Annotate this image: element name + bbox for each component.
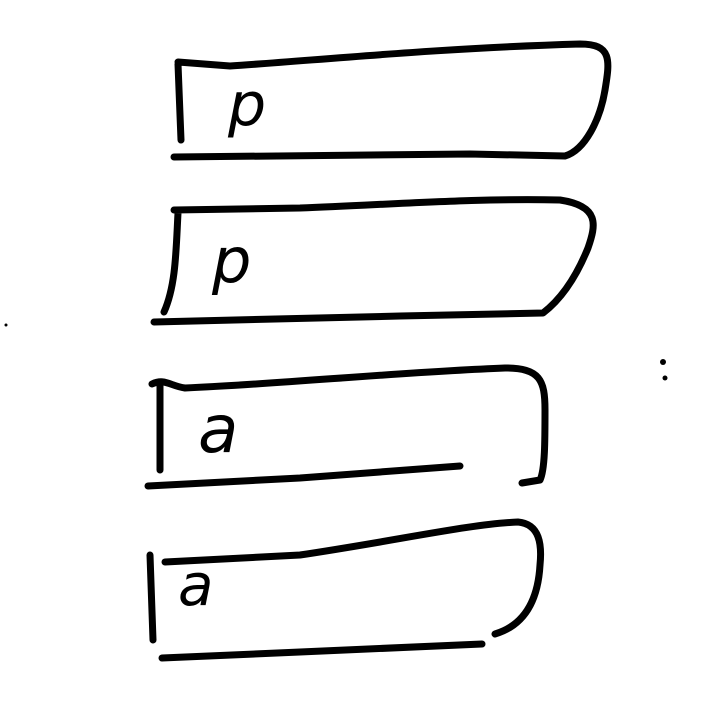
box-1-outline [170,40,612,161]
box-1-label: p [227,70,266,140]
stray-mark-1 [660,359,666,365]
stray-mark-3 [4,323,8,327]
box-1: p [170,40,612,161]
stray-mark-2 [662,375,668,381]
box-2-outline [150,196,597,326]
box-3: a [144,364,549,490]
box-2-label: p [211,224,251,297]
box-4-outline [146,518,545,662]
box-4: a [146,518,545,662]
box-4-label: a [178,551,214,619]
box-3-label: a [198,391,238,468]
box-2: p [150,196,597,326]
box-3-outline [144,364,549,490]
